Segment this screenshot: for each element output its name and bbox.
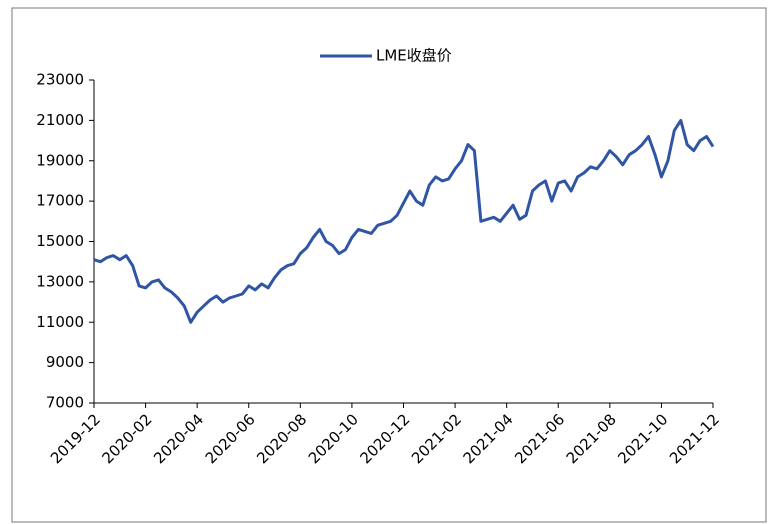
y-tick-label: 7000: [46, 394, 84, 412]
x-tick-label: 2020-04: [150, 410, 207, 467]
x-tick-label: 2020-02: [99, 410, 156, 467]
legend-label: LME收盘价: [376, 47, 452, 65]
y-tick-label: 11000: [36, 313, 84, 331]
y-tick-label: 17000: [36, 192, 84, 210]
line-series: [93, 118, 715, 324]
chart-frame: [11, 7, 767, 523]
x-tick-label: 2021-08: [563, 410, 620, 467]
y-tick-label: 21000: [36, 111, 84, 129]
x-tick-label: 2021-06: [511, 410, 568, 467]
x-tick-label: 2020-12: [356, 410, 413, 467]
x-tick-label: 2021-04: [460, 410, 517, 467]
x-tick-label: 2021-12: [666, 410, 723, 467]
x-tick-label: 2020-10: [305, 410, 362, 467]
y-tick-label: 15000: [36, 232, 84, 250]
y-tick-label: 9000: [46, 353, 84, 371]
x-tick-label: 2020-06: [202, 410, 259, 467]
y-tick-label: 23000: [36, 71, 84, 89]
x-tick-label: 2019-12: [47, 410, 104, 467]
y-tick-label: 13000: [36, 272, 84, 290]
y-tick-label: 19000: [36, 151, 84, 169]
x-tick-label: 2021-02: [408, 410, 465, 467]
x-tick-label: 2021-10: [614, 410, 671, 467]
x-tick-label: 2020-08: [253, 410, 310, 467]
